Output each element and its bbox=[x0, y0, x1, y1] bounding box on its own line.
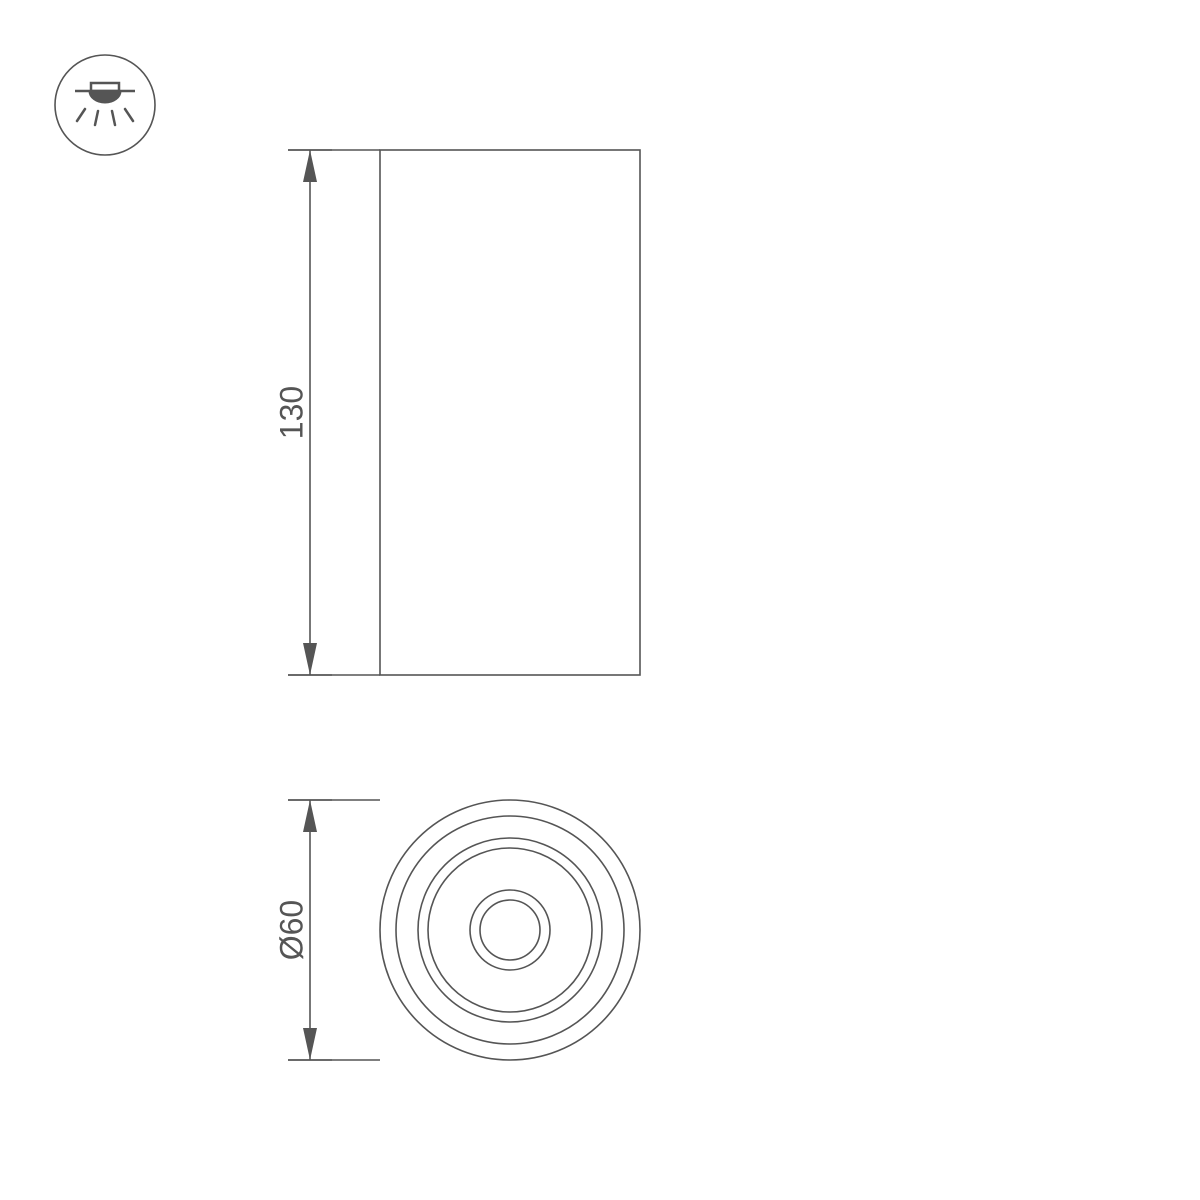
bottom-view: Ø60 bbox=[273, 800, 640, 1060]
downlight-icon bbox=[55, 55, 155, 155]
side-view: 130 bbox=[273, 150, 640, 675]
diameter-dimension-label: Ø60 bbox=[273, 900, 309, 960]
height-dimension-label: 130 bbox=[273, 386, 309, 439]
technical-drawing: 130 Ø60 bbox=[0, 0, 1200, 1200]
